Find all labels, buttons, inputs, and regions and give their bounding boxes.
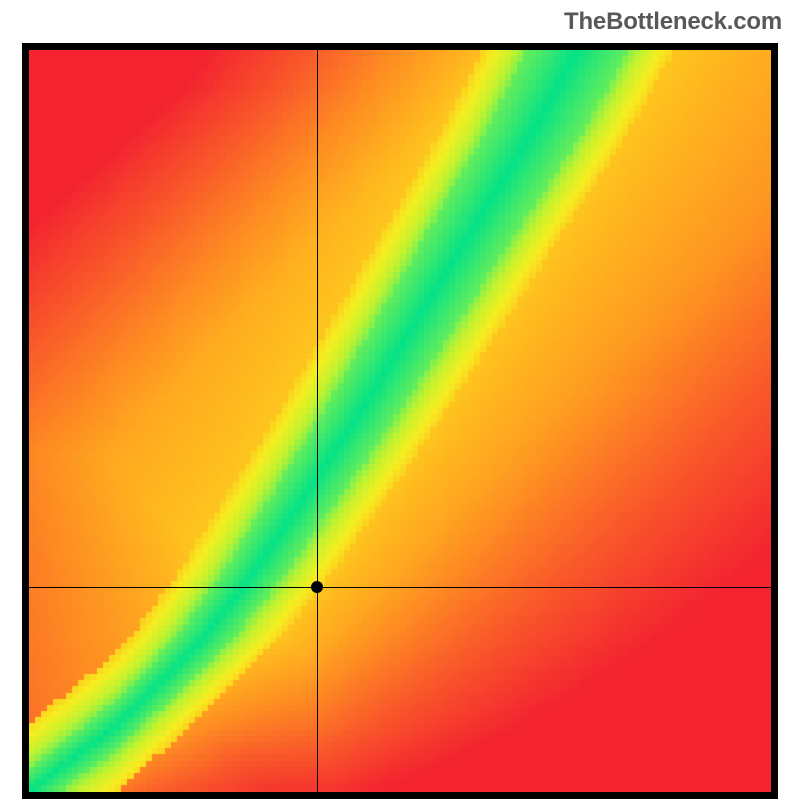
heatmap-canvas: [29, 50, 771, 792]
plot-frame: [22, 43, 778, 799]
watermark-label: TheBottleneck.com: [564, 8, 782, 36]
container: TheBottleneck.com: [0, 0, 800, 800]
plot-area: [29, 50, 771, 792]
